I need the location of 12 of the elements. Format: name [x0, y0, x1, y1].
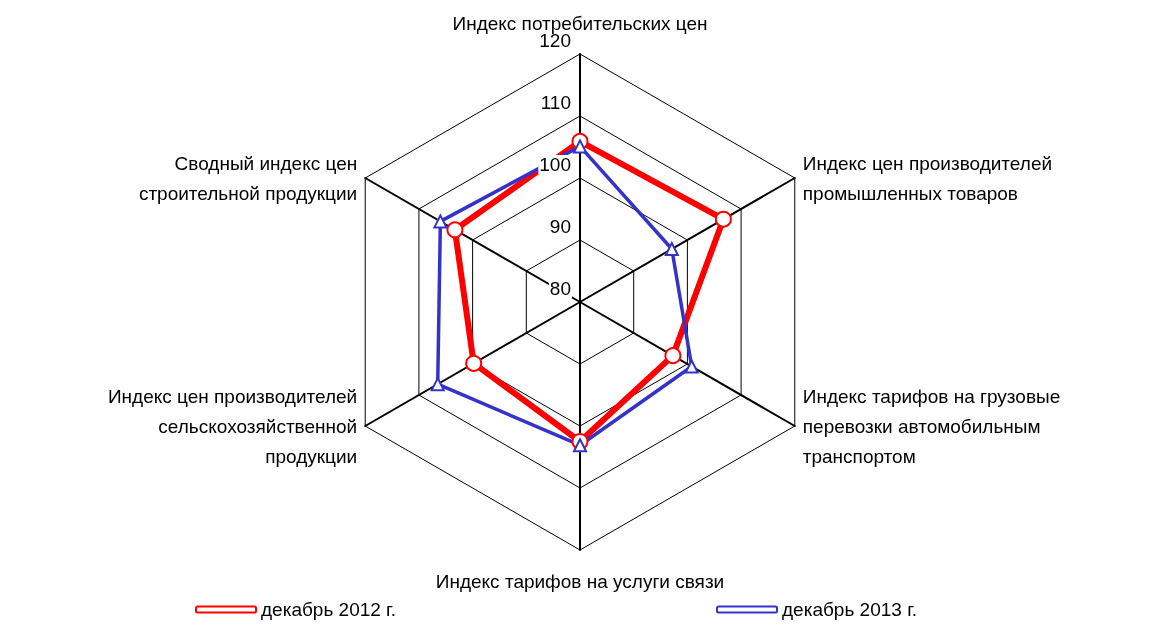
y-tick-label: 80 — [549, 278, 571, 299]
legend-label: декабрь 2013 г. — [782, 599, 918, 620]
spoke-label: Индекс тарифов на услуги связи — [435, 570, 725, 592]
spoke-label: Индекс тарифов на грузовые перевозки автомобильным транспортом — [802, 385, 1061, 467]
spoke-label: Индекс потребительских цен — [452, 12, 708, 34]
spoke-label: Индекс цен производителей промышленных товаров — [802, 152, 1053, 204]
y-tick-label: 110 — [540, 92, 571, 113]
y-tick-label: 90 — [549, 216, 571, 237]
legend-label: декабрь 2012 г. — [261, 599, 397, 620]
spoke-label: Сводный индекс цен строительной продукции — [138, 152, 358, 204]
spoke-label: Индекс цен производителей сельскохозяйственной продукции — [107, 385, 358, 467]
y-tick-label: 100 — [539, 154, 571, 175]
